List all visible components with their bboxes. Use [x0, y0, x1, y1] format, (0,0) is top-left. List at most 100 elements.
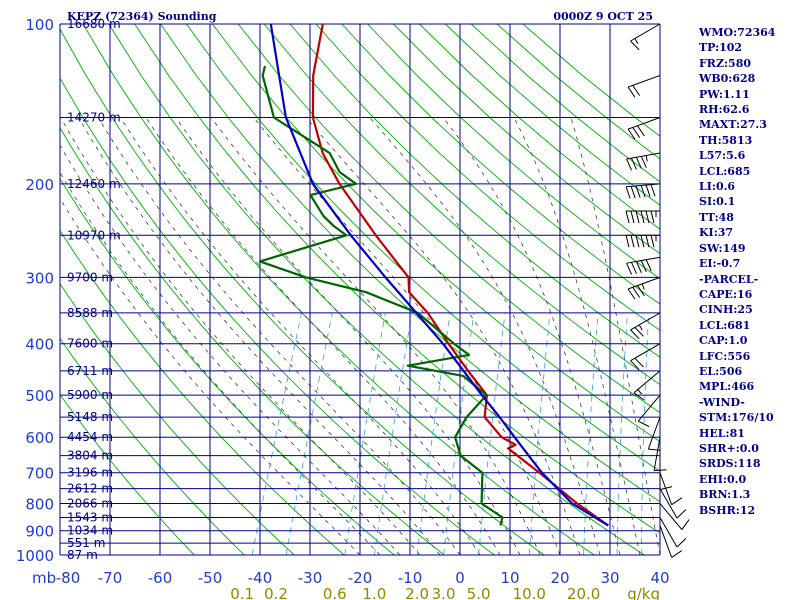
- wind-barb: [625, 210, 660, 224]
- moist-adiabat-line: [570, 117, 660, 555]
- wind-barb: [626, 152, 661, 171]
- mixing-ratio-line: [641, 312, 650, 555]
- sounding-profiles: [258, 24, 609, 527]
- index-row: FRZ:580: [699, 56, 752, 70]
- index-row: KI:37: [699, 226, 734, 240]
- index-row: TH:5813: [699, 133, 753, 147]
- temperature-tick-label: 0: [455, 569, 465, 587]
- mixing-ratio-tick-label: 5.0: [467, 585, 491, 600]
- wind-barb: [630, 312, 661, 340]
- wind-barbs: [625, 23, 690, 558]
- mixing-ratio-tick-label: 2.0: [405, 585, 429, 600]
- parcel-profile: [269, 24, 609, 527]
- mixing-ratio-unit: g/kg: [627, 585, 660, 600]
- index-row: BSHR:12: [699, 503, 756, 517]
- index-row: SI:0.1: [699, 195, 736, 209]
- height-label: 7600 m: [67, 337, 113, 351]
- pressure-tick-label: 1000: [16, 547, 54, 565]
- index-row: EL:506: [699, 364, 743, 378]
- moist-adiabat-line: [78, 117, 441, 555]
- mixing-ratio-line: [416, 312, 451, 555]
- index-row: LI:0.6: [699, 180, 736, 194]
- pressure-tick-label: 400: [25, 336, 54, 354]
- wind-barb: [659, 472, 683, 506]
- height-label: 5148 m: [67, 410, 113, 424]
- height-label: 14270 m: [67, 111, 121, 125]
- height-label: 3804 m: [67, 449, 113, 463]
- index-row: RH:62.6: [699, 103, 750, 117]
- index-row: MAXT:27.3: [699, 118, 767, 132]
- index-row: LCL:685: [699, 164, 751, 178]
- pressure-tick-label: 900: [25, 523, 54, 541]
- index-row: TP:102: [699, 41, 743, 55]
- index-row: SHR+:0.0: [699, 441, 759, 455]
- index-row: LCL:681: [699, 318, 751, 332]
- temperature-tick-labels: mb -80 -70 -60 -50 -40 -30 -20 -10 0 10 20 30 40: [32, 569, 670, 587]
- moist-adiabat-line: [253, 117, 561, 555]
- index-row: LFC:556: [699, 349, 751, 363]
- wind-barb: [659, 488, 687, 519]
- temperature-tick-label: 10: [500, 569, 519, 587]
- temperature-tick-label: -60: [148, 569, 173, 587]
- moist-adiabat-line: [60, 144, 401, 555]
- moist-adiabat-line: [369, 117, 601, 555]
- wind-barb: [627, 74, 661, 98]
- height-label: 5900 m: [67, 388, 113, 402]
- moist-adiabat-line: [120, 117, 481, 555]
- mixing-ratio-tick-label: 0.2: [264, 585, 288, 600]
- mixing-ratio-line: [374, 312, 413, 555]
- height-label: 3196 m: [67, 466, 113, 480]
- moist-adiabat-line: [60, 117, 421, 555]
- moist-adiabat-line: [97, 117, 461, 555]
- temperature-tick-label: -50: [198, 569, 223, 587]
- index-row: BRN:1.3: [699, 488, 751, 502]
- wind-barb: [637, 394, 661, 428]
- wind-barb: [625, 183, 661, 199]
- mixing-ratio-line: [583, 312, 599, 555]
- pressure-tick-label: 600: [25, 429, 54, 447]
- chart-title: KEPZ (72364) Sounding: [67, 10, 217, 23]
- moist-adiabat-line: [442, 117, 621, 555]
- index-row: EI:-0.7: [699, 257, 741, 271]
- moist-adiabat-line: [60, 197, 361, 555]
- stability-indices-panel: WMO:72364 TP:102 FRZ:580 WB0:628 PW:1.11 RH:6…: [699, 25, 799, 518]
- height-label: 10970 m: [67, 228, 121, 242]
- wind-barb: [627, 276, 661, 300]
- temperature-tick-label: -80: [56, 569, 81, 587]
- index-row: L57:5.6: [699, 149, 746, 163]
- temperature-tick-label: -30: [298, 569, 323, 587]
- mixing-ratio-tick-labels: 0.1 0.2 0.6 1.0 2.0 3.0 5.0 10.0 20.0 g/kg: [230, 585, 660, 600]
- dewpoint-profile: [258, 65, 504, 526]
- wind-barb: [659, 517, 687, 548]
- height-label: 1543 m: [67, 511, 113, 525]
- height-label: 6711 m: [67, 364, 113, 378]
- wind-barb: [626, 256, 661, 275]
- height-label: 1034 m: [67, 524, 113, 538]
- pressure-tick-label: 200: [25, 176, 54, 194]
- temperature-tick-label: -10: [398, 569, 423, 587]
- index-row: -PARCEL-: [699, 272, 759, 286]
- index-row: SW:149: [699, 241, 746, 255]
- temperature-tick-label: 40: [650, 569, 669, 587]
- wind-barb: [633, 370, 661, 401]
- height-label: 12460 m: [67, 177, 121, 191]
- height-labels: 16680 m 14270 m 12460 m 10970 m 9700 m 8588 m…: [67, 17, 121, 562]
- pressure-tick-label: 700: [25, 465, 54, 483]
- pressure-unit-label: mb: [32, 569, 56, 587]
- chart-time: 0000Z 9 OCT 25: [553, 10, 653, 23]
- pressure-tick-label: 800: [25, 496, 54, 514]
- temperature-tick-label: -40: [248, 569, 273, 587]
- mixing-ratio-tick-label: 1.0: [362, 585, 386, 600]
- wind-barb: [630, 343, 661, 370]
- temperature-tick-label: -20: [348, 569, 373, 587]
- moist-adiabat-line: [145, 117, 501, 555]
- temperature-tick-label: 20: [550, 569, 569, 587]
- wind-barb: [625, 234, 660, 248]
- temperature-tick-label: 30: [600, 569, 619, 587]
- index-row: CAP:1.0: [699, 334, 748, 348]
- temperature-profile: [311, 24, 609, 527]
- wind-barb: [630, 23, 661, 51]
- mixing-ratio-line: [478, 312, 506, 555]
- height-label: 2066 m: [67, 497, 113, 511]
- mixing-ratio-lines: [251, 312, 650, 555]
